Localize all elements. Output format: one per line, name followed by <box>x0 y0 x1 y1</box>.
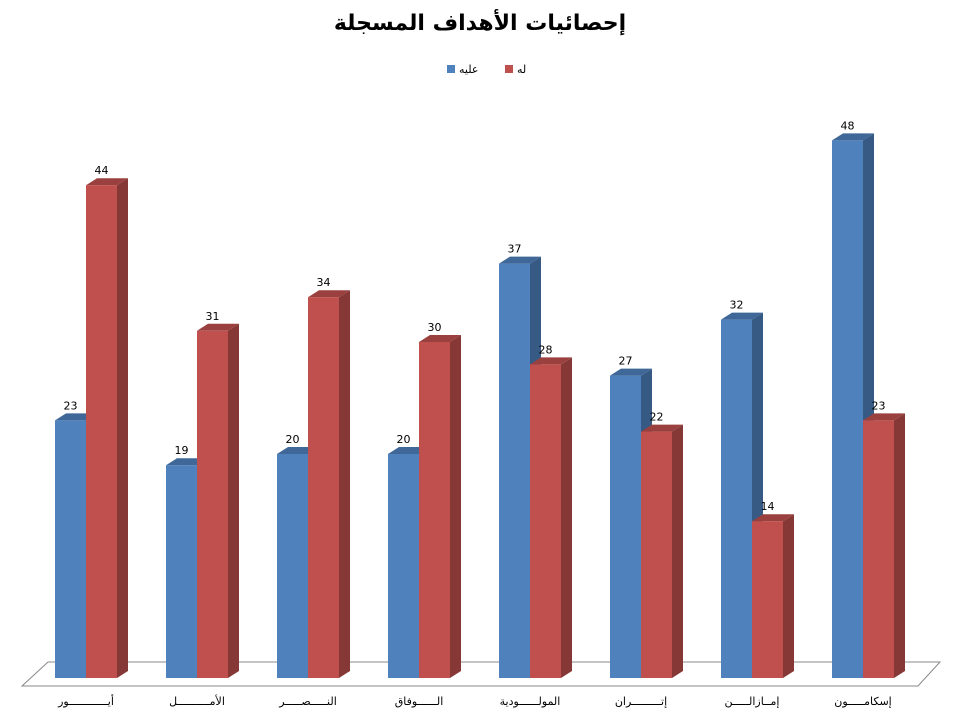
x-tick-label: المولــــــودية <box>500 695 561 708</box>
floor <box>20 661 942 687</box>
bar-top <box>86 178 128 186</box>
bar <box>863 420 894 678</box>
bar <box>197 330 228 678</box>
x-tick-label: إسكامـــــون <box>834 695 891 708</box>
bar <box>530 364 561 678</box>
bar-side <box>672 424 683 678</box>
value-label: 23 <box>872 399 886 412</box>
bar <box>388 454 419 678</box>
bar-side <box>339 290 350 678</box>
bar-top <box>863 413 905 421</box>
bar-side <box>228 323 239 678</box>
x-tick-label: الــــــوفاق <box>395 695 444 708</box>
x-tick-label: أيــــــــــــور <box>57 694 114 708</box>
bar-top <box>721 312 763 320</box>
value-label: 14 <box>761 500 775 513</box>
legend-swatch <box>505 65 513 73</box>
bar-side <box>450 335 461 678</box>
bar-top <box>530 357 572 365</box>
value-label: 44 <box>95 164 109 177</box>
bar-top <box>641 424 683 432</box>
value-label: 32 <box>730 299 744 312</box>
chart-title: إحصائيات الأهداف المسجلة <box>334 8 626 36</box>
bar-side <box>561 357 572 678</box>
bar-side <box>783 514 794 678</box>
bar-top <box>419 335 461 342</box>
value-label: 34 <box>317 276 331 289</box>
bar-side <box>894 413 905 678</box>
value-label: 23 <box>64 399 78 412</box>
bar <box>166 465 197 678</box>
x-tick-label: إمــازالـــــن <box>725 695 780 708</box>
value-label: 22 <box>650 411 664 424</box>
value-label: 28 <box>539 343 553 356</box>
bar <box>308 297 339 678</box>
bar <box>721 319 752 678</box>
legend-swatch <box>447 65 455 73</box>
bar <box>499 263 530 678</box>
value-label: 27 <box>619 355 633 368</box>
bar-side <box>117 178 128 678</box>
bar <box>419 342 450 678</box>
bar-top <box>499 256 541 264</box>
value-label: 48 <box>841 119 855 132</box>
bar <box>832 140 863 678</box>
bar <box>55 420 86 678</box>
bar-top <box>752 514 794 522</box>
bar-top <box>832 133 874 141</box>
value-label: 37 <box>508 243 522 256</box>
bar <box>277 454 308 678</box>
legend-label: عليه <box>459 63 478 76</box>
bar-top <box>197 323 239 331</box>
x-tick-label: إتـــــــــران <box>615 695 667 708</box>
bar <box>752 521 783 678</box>
x-tick-label: النـــــصـــــر <box>278 695 337 708</box>
value-label: 31 <box>206 310 220 323</box>
bar <box>641 431 672 678</box>
bar-top <box>610 368 652 376</box>
bar <box>86 185 117 678</box>
value-label: 19 <box>175 444 189 457</box>
value-label: 20 <box>286 433 300 446</box>
x-tick-label: الأمــــــــــل <box>169 694 225 708</box>
bar <box>610 375 641 678</box>
value-label: 30 <box>428 321 442 334</box>
bar-top <box>308 290 350 298</box>
value-label: 20 <box>397 433 411 446</box>
legend-label: له <box>517 63 526 76</box>
